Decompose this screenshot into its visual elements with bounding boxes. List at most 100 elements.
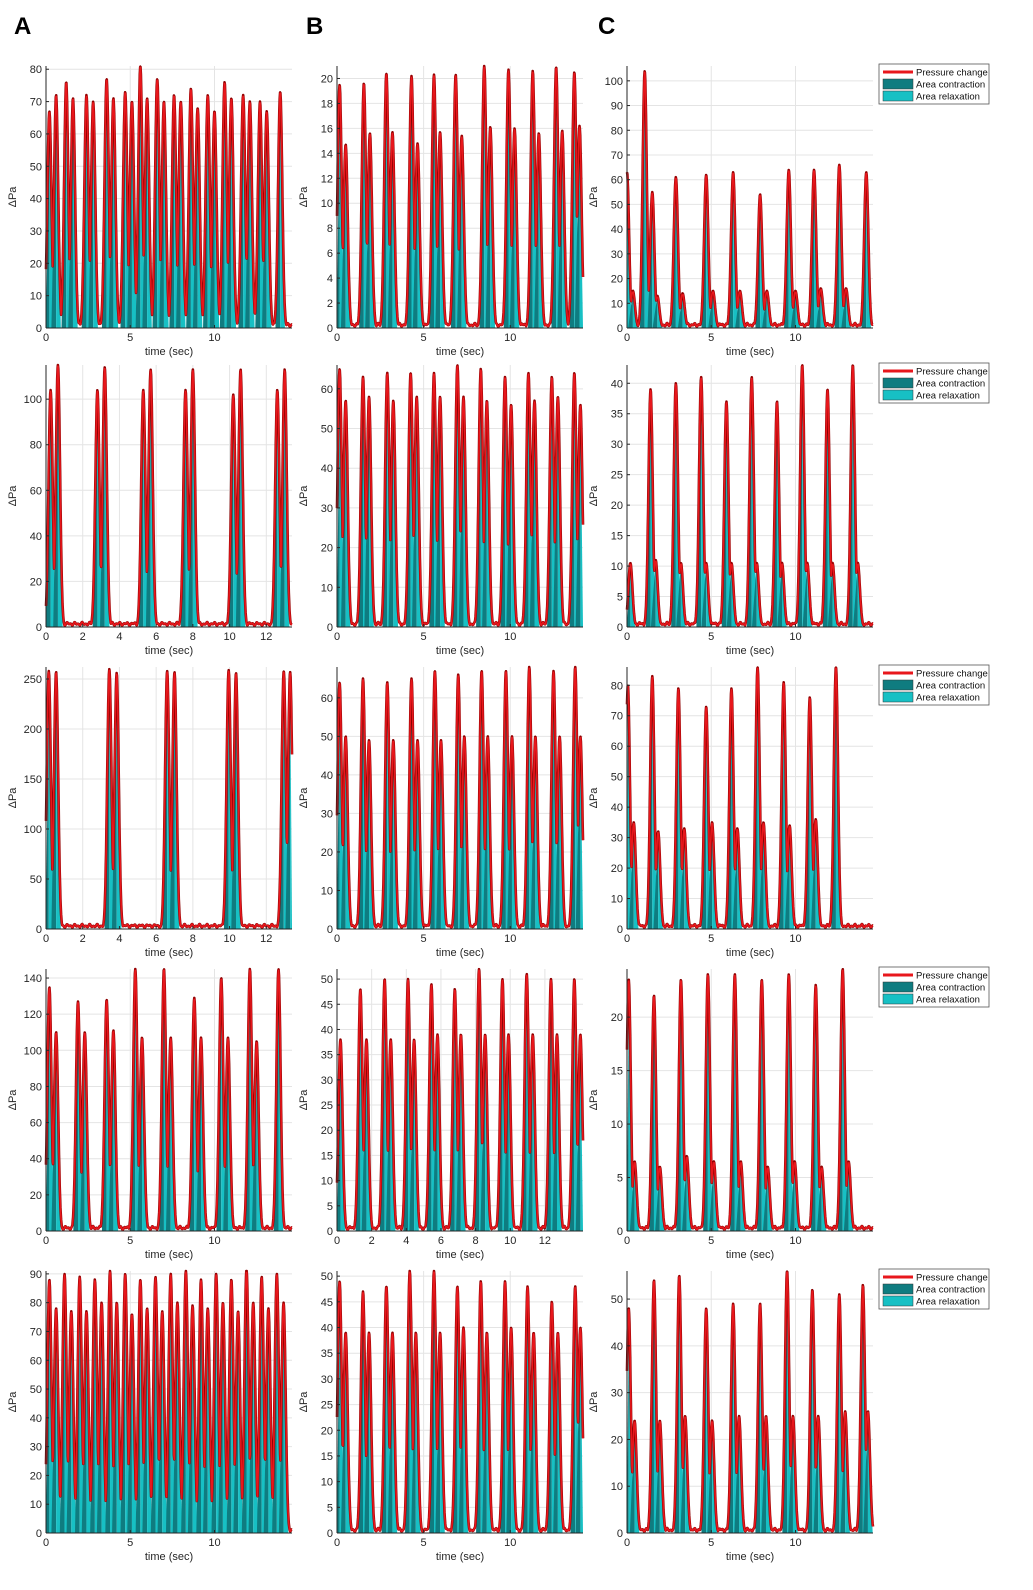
area-contraction-3 [66, 1311, 72, 1533]
peak-point-0 [47, 670, 50, 672]
peak-point-8 [282, 670, 285, 672]
peak-point-7 [100, 1301, 103, 1304]
y-tick-label: 80 [30, 1298, 42, 1310]
peak-point-9 [738, 1415, 740, 1417]
peak-point-7 [725, 400, 728, 403]
pressure-line [336, 65, 584, 328]
y-tick-label: 20 [611, 500, 623, 512]
y-tick-label: 90 [611, 101, 623, 113]
peak-point-0 [48, 1278, 51, 1281]
peak-point-3 [659, 1166, 661, 1168]
peak-point-12 [787, 973, 790, 976]
peak-point-17 [533, 399, 536, 402]
peak-point-9 [440, 739, 442, 742]
y-tick-label: 50 [611, 199, 623, 211]
y-tick-label: 35 [321, 1348, 333, 1360]
x-tick-label: 6 [153, 933, 159, 945]
peak-point-12 [483, 65, 486, 67]
peak-point-6 [134, 968, 137, 970]
peak-point-11 [765, 1415, 767, 1417]
x-axis-label: time (sec) [436, 645, 484, 657]
peak-point-21 [578, 125, 581, 127]
peak-point-17 [538, 132, 540, 135]
peak-point-3 [115, 672, 118, 674]
area-contraction-12 [777, 563, 783, 627]
peak-point-2 [362, 376, 364, 378]
peak-point-23 [222, 1301, 224, 1304]
peak-point-3 [70, 1310, 73, 1313]
pressure-line [45, 668, 293, 929]
pressure-line [45, 968, 293, 1231]
y-tick-label: 15 [321, 1451, 333, 1463]
column-label-b: B [306, 13, 323, 40]
peak-point-1 [633, 1419, 636, 1422]
peak-point-26 [279, 91, 282, 93]
peak-point-8 [436, 1033, 439, 1036]
y-tick-label: 60 [321, 384, 333, 396]
y-tick-label: 14 [321, 148, 333, 160]
x-tick-label: 10 [208, 332, 220, 344]
y-tick-label: 5 [327, 1502, 333, 1514]
peak-point-8 [730, 687, 733, 690]
peak-point-4 [85, 94, 88, 96]
y-tick-label: 30 [611, 1388, 623, 1400]
y-tick-label: 25 [321, 1400, 333, 1412]
peak-point-19 [557, 395, 559, 398]
peak-point-20 [574, 1285, 577, 1288]
peak-point-0 [627, 978, 630, 981]
legend-label: Area contraction [916, 1285, 985, 1296]
x-tick-label: 4 [116, 933, 122, 945]
y-tick-label: 40 [611, 378, 623, 390]
y-tick-label: 250 [24, 674, 42, 686]
peak-point-14 [811, 1288, 814, 1291]
peak-point-4 [680, 562, 682, 564]
peak-point-2 [643, 70, 646, 72]
area-contraction-9 [127, 101, 132, 328]
x-tick-label: 10 [223, 631, 235, 643]
x-tick-label: 5 [421, 1537, 427, 1549]
peak-point-12 [156, 78, 159, 80]
area-contraction-7 [96, 1302, 102, 1533]
x-axis-label: time (sec) [145, 645, 193, 657]
peak-point-17 [196, 107, 199, 109]
y-tick-label: 30 [30, 226, 42, 238]
peak-point-0 [48, 986, 51, 988]
area-contraction-17 [192, 108, 198, 329]
y-tick-label: 10 [321, 1176, 333, 1188]
y-tick-label: 5 [617, 592, 623, 604]
x-tick-label: 10 [504, 332, 516, 344]
peak-point-2 [363, 82, 365, 85]
y-tick-label: 50 [30, 161, 42, 173]
peak-point-6 [413, 1038, 415, 1041]
peak-point-4 [389, 1038, 392, 1041]
peak-point-1 [55, 1031, 57, 1034]
x-tick-label: 10 [504, 631, 516, 643]
y-tick-label: 10 [611, 1119, 623, 1131]
x-tick-label: 12 [539, 1235, 551, 1247]
peak-point-3 [83, 1031, 86, 1034]
y-tick-label: 10 [321, 582, 333, 594]
panel-b1: 0 5 10 0 2 4 6 8 10 12 14 16 18 20 time (sec) ΔPa [298, 64, 585, 358]
peak-point-9 [169, 1036, 172, 1039]
x-tick-label: 2 [80, 631, 86, 643]
peak-point-21 [579, 1326, 582, 1329]
peak-point-5 [392, 399, 395, 402]
peak-point-9 [750, 376, 753, 378]
peak-point-14 [504, 1280, 506, 1283]
x-tick-label: 2 [80, 933, 86, 945]
peak-point-6 [705, 705, 707, 708]
legend-label: Pressure change [916, 367, 988, 378]
y-tick-label: 60 [30, 129, 42, 141]
peak-point-22 [242, 94, 244, 96]
x-tick-label: 5 [127, 1235, 133, 1247]
area-contraction-5 [81, 1311, 87, 1533]
peak-point-0 [338, 681, 341, 684]
peak-point-12 [480, 670, 483, 672]
peak-point-15 [510, 1326, 512, 1329]
y-tick-label: 20 [30, 1190, 42, 1202]
y-tick-label: 50 [30, 874, 42, 886]
peak-point-12 [782, 681, 785, 684]
y-tick-label: 2 [327, 298, 333, 310]
area-contraction-6 [701, 563, 707, 627]
peak-point-25 [237, 1310, 239, 1313]
